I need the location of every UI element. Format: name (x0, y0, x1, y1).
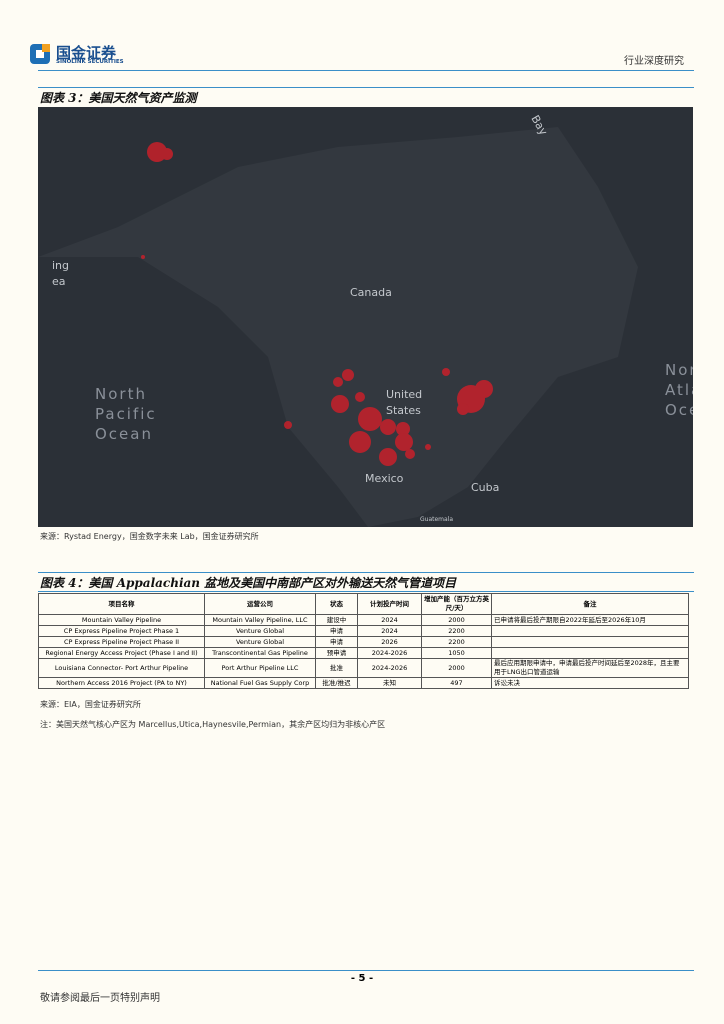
table-cell: Venture Global (204, 625, 316, 637)
table-row: Regional Energy Access Project (Phase I … (38, 647, 689, 659)
header-cell: 运营公司 (204, 593, 316, 615)
table-row: Northern Access 2016 Project (PA to NY) N… (38, 677, 689, 689)
map-label: States (386, 404, 421, 417)
header-cell: 项目名称 (38, 593, 205, 615)
map: Canada United States Mexico Cuba Guatemala Nor… (38, 107, 693, 527)
table-row: CP Express Pipeline Project Phase II Vent… (38, 636, 689, 648)
table-cell (491, 625, 689, 637)
logo-cn: 国金证券 (56, 44, 117, 62)
table-cell (491, 636, 689, 648)
map-label: North (95, 385, 147, 403)
map-label: Pacific (95, 405, 157, 423)
rule (38, 970, 694, 971)
table-cell: Transcontinental Gas Pipeline (204, 647, 316, 659)
table-cell: 2024-2026 (357, 647, 422, 659)
table-cell: 申请 (315, 625, 358, 637)
table: 项目名称 运营公司 状态 计划投产时间 增加产能（百万立方英尺/天） 备注 Mountain… (38, 593, 689, 689)
table-cell: 诉讼未决 (491, 677, 689, 689)
table-cell: Mountain Valley Pipeline (38, 614, 205, 626)
disclaimer: 敬请参阅最后一页特别声明 (40, 993, 160, 1004)
table-cell: 2200 (421, 625, 492, 637)
note: 注：美国天然气核心产区为 Marcellus,Utica,Haynesvile,… (40, 720, 386, 729)
table-cell: Port Arthur Pipeline LLC (204, 658, 316, 678)
figure-title: 图表 3：美国天然气资产监测 (40, 91, 197, 105)
table-cell: Mountain Valley Pipeline, LLC (204, 614, 316, 626)
rule (38, 87, 694, 88)
table-cell: 2000 (421, 658, 492, 678)
table-cell: 最后应用期限申请中，申请最后投产时间延后至2028年，且主要用于LNG出口管道运… (491, 658, 689, 678)
table-cell: CP Express Pipeline Project Phase 1 (38, 625, 205, 637)
map-label: ing (52, 259, 69, 272)
table-cell: 建设中 (315, 614, 358, 626)
source: 来源：EIA，国金证券研究所 (40, 700, 141, 709)
table-row: Louisiana Connector- Port Arthur Pipelin… (38, 658, 689, 678)
table-cell: CP Express Pipeline Project Phase II (38, 636, 205, 648)
table-cell: Regional Energy Access Project (Phase I … (38, 647, 205, 659)
table-cell: 2200 (421, 636, 492, 648)
table-cell: 批准/推迟 (315, 677, 358, 689)
table-cell: 申请 (315, 636, 358, 648)
table-cell: 497 (421, 677, 492, 689)
table-cell: National Fuel Gas Supply Corp (204, 677, 316, 689)
table-cell (491, 647, 689, 659)
table-cell: 2024-2026 (357, 658, 422, 678)
table-cell: 未知 (357, 677, 422, 689)
table-cell: 2000 (421, 614, 492, 626)
rule (38, 572, 694, 573)
page-number: - 5 - (350, 973, 374, 984)
table-cell: 预申请 (315, 647, 358, 659)
map-label: United (386, 388, 422, 401)
header-cell: 状态 (315, 593, 358, 615)
table-cell: 2024 (357, 614, 422, 626)
table-cell: 2024 (357, 625, 422, 637)
table-cell: 批准 (315, 658, 358, 678)
map-label: Canada (350, 286, 392, 299)
table-row: Mountain Valley Pipeline Mountain Valley … (38, 614, 689, 626)
header-cell: 增加产能（百万立方英尺/天） (421, 593, 492, 615)
figure-title: 图表 4：美国 Appalachian 盆地及美国中南部产区对外输送天然气管道项… (40, 576, 457, 590)
source: 来源：Rystad Energy，国金数字未来 Lab，国金证券研究所 (40, 532, 259, 541)
map-label: Cuba (471, 481, 499, 494)
rule (38, 70, 694, 71)
map-label: Ocean (665, 401, 693, 419)
table-cell: 1050 (421, 647, 492, 659)
table-cell: Northern Access 2016 Project (PA to NY) (38, 677, 205, 689)
map-label: Atlantic (665, 381, 693, 399)
header-cell: 计划投产时间 (357, 593, 422, 615)
map-label: ea (52, 275, 66, 288)
table-cell: 2026 (357, 636, 422, 648)
table-row: CP Express Pipeline Project Phase 1 Ventu… (38, 625, 689, 637)
map-label: North (665, 361, 693, 379)
header-cell: 备注 (491, 593, 689, 615)
logo-en: SINOLINK SECURITIES (56, 59, 124, 65)
logo-icon (30, 44, 50, 64)
table-row: 项目名称 运营公司 状态 计划投产时间 增加产能（百万立方英尺/天） 备注 (38, 593, 689, 615)
map-label: Guatemala (420, 516, 453, 523)
table-cell: Louisiana Connector- Port Arthur Pipelin… (38, 658, 205, 678)
rule (38, 591, 694, 592)
category: 行业深度研究 (624, 56, 684, 67)
table-cell: 已申请将最后投产期限自2022年延后至2026年10月 (491, 614, 689, 626)
map-label: Ocean (95, 425, 153, 443)
table-cell: Venture Global (204, 636, 316, 648)
map-label: Mexico (365, 472, 404, 485)
